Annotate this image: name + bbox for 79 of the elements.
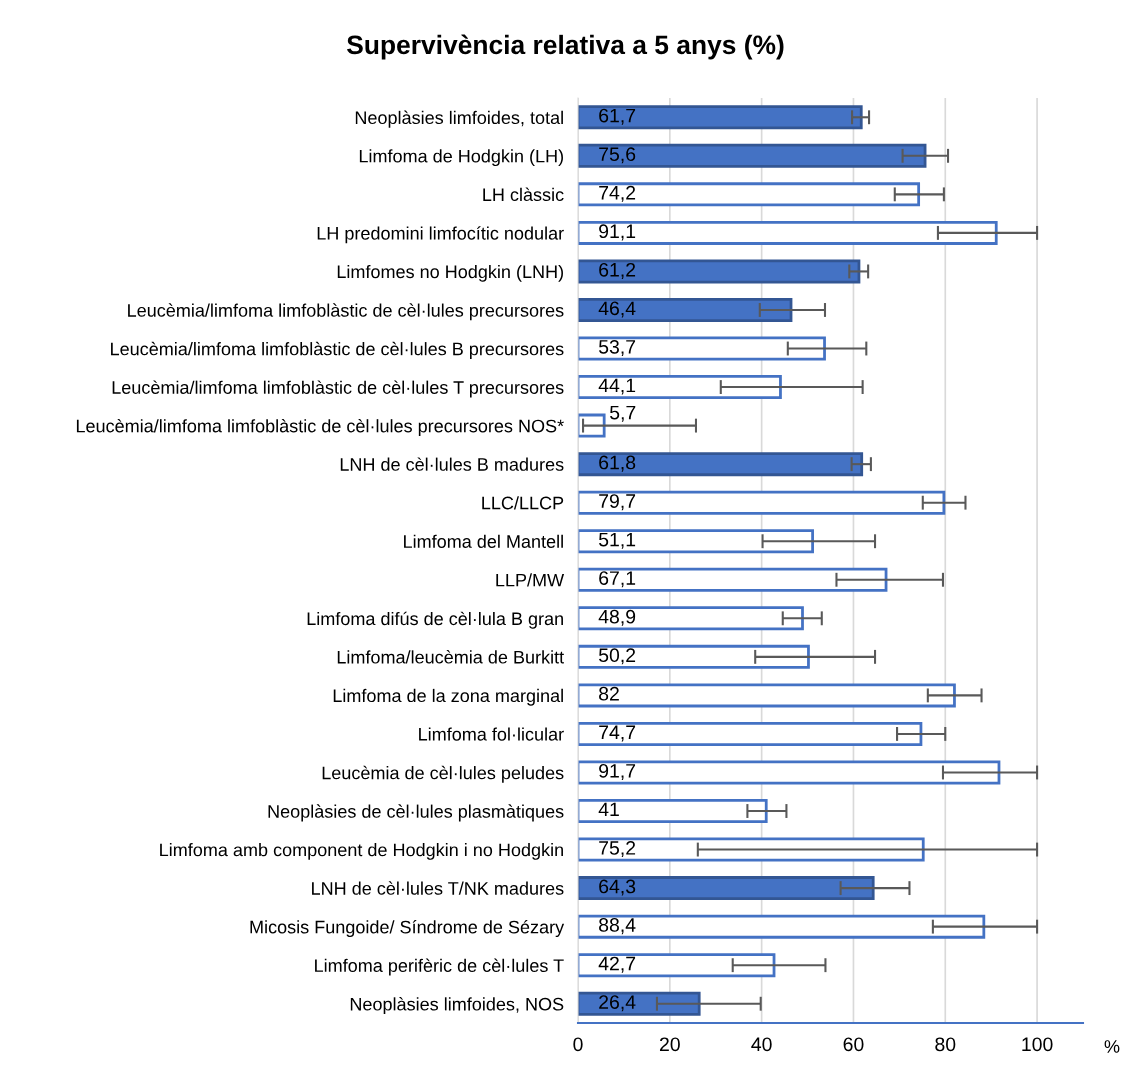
bar bbox=[578, 259, 861, 284]
bar bbox=[578, 606, 804, 631]
bar bbox=[578, 837, 925, 862]
bar bbox=[578, 452, 864, 477]
data-label: 46,4 bbox=[598, 301, 636, 318]
bar bbox=[578, 143, 927, 168]
y-tick-label: Neoplàsies limfoides, NOS bbox=[350, 997, 564, 1015]
y-tick-label: Limfomes no Hodgkin (LNH) bbox=[337, 264, 563, 282]
y-tick-label: Leucèmia de cèl·lules peludes bbox=[322, 765, 564, 783]
data-label: 41 bbox=[598, 802, 619, 817]
data-label: 42,7 bbox=[598, 956, 636, 973]
bar bbox=[578, 105, 863, 130]
data-label: 88,4 bbox=[599, 918, 636, 935]
data-label: 74,2 bbox=[599, 185, 636, 202]
data-label: 75,2 bbox=[599, 841, 636, 858]
bar bbox=[578, 876, 875, 901]
y-tick-label: Leucèmia/limfoma limfoblàstic de cèl·lules T precursores bbox=[112, 380, 564, 398]
x-tick-label: 0 bbox=[573, 1037, 583, 1052]
data-label: 67,1 bbox=[599, 571, 636, 588]
bar bbox=[578, 297, 793, 322]
bar bbox=[578, 529, 814, 554]
bar bbox=[578, 914, 986, 939]
bar bbox=[578, 991, 701, 1016]
y-tick-label: Limfoma fol·licular bbox=[419, 727, 564, 741]
y-tick-label: Leucèmia/limfoma limfoblàstic de cèl·lules B precursores bbox=[111, 341, 564, 359]
data-label: 26,4 bbox=[599, 995, 636, 1012]
data-label: 61,7 bbox=[599, 108, 636, 125]
y-tick-label: Leucèmia/limfoma limfoblàstic de cèl·lules precursores bbox=[128, 303, 564, 321]
data-label: 91,1 bbox=[599, 224, 636, 241]
data-label: 82 bbox=[599, 686, 619, 701]
x-tick-label: 100 bbox=[1022, 1037, 1053, 1052]
bar bbox=[578, 220, 998, 245]
bar bbox=[578, 375, 782, 400]
data-label: 53,7 bbox=[598, 339, 636, 357]
bar bbox=[578, 799, 768, 824]
y-tick-label: Limfoma amb component de Hodgkin i no Hodgkin bbox=[160, 843, 563, 860]
y-tick-label: LH clàssic bbox=[483, 187, 564, 202]
y-tick-label: Neoplàsies de cèl·lules plasmàtiques bbox=[268, 804, 564, 822]
x-tick-label: 40 bbox=[751, 1037, 772, 1052]
data-label: 51,1 bbox=[598, 532, 636, 549]
y-tick-label: Limfoma/leucèmia de Burkitt bbox=[337, 650, 564, 664]
y-tick-label: Limfoma difús de cèl·lula B gran bbox=[307, 611, 563, 629]
data-label: 79,7 bbox=[599, 494, 636, 511]
y-tick-label: LNH de cèl·lules T/NK madures bbox=[312, 881, 564, 895]
bar bbox=[578, 683, 956, 708]
bar bbox=[578, 336, 826, 361]
data-label: 48,9 bbox=[598, 609, 636, 626]
bar bbox=[578, 721, 923, 746]
bar bbox=[578, 644, 810, 669]
data-label: 64,3 bbox=[599, 879, 636, 896]
data-label: 50,2 bbox=[598, 648, 636, 665]
chart-title: Supervivència relativa a 5 anys (%) bbox=[346, 34, 784, 60]
data-label: 74,7 bbox=[599, 725, 636, 742]
data-label: 61,8 bbox=[599, 455, 636, 472]
x-tick-label: 60 bbox=[843, 1037, 864, 1052]
bar bbox=[578, 953, 776, 978]
y-tick-label: LNH de cèl·lules B madures bbox=[340, 457, 564, 471]
bar bbox=[578, 760, 1001, 785]
y-tick-label: Limfoma perifèric de cèl·lules T bbox=[315, 958, 564, 976]
y-tick-label: Neoplàsies limfoides, total bbox=[355, 110, 563, 128]
y-tick-label: Limfoma del Mantell bbox=[404, 534, 563, 548]
x-tick-label: 80 bbox=[935, 1037, 956, 1052]
data-label: 91,7 bbox=[599, 763, 636, 780]
data-label: 61,2 bbox=[599, 262, 636, 279]
y-tick-label: Limfoma de la zona marginal bbox=[333, 688, 563, 706]
bar bbox=[578, 182, 921, 207]
bar bbox=[578, 567, 888, 592]
y-tick-label: Limfoma de Hodgkin (LH) bbox=[359, 149, 563, 167]
y-tick-label: Micosis Fungoide/ Síndrome de Sézary bbox=[250, 920, 565, 938]
y-tick-label: Leucèmia/limfoma limfoblàstic de cèl·lules precursores NOS* bbox=[76, 418, 564, 436]
y-tick-label: LLC/LLCP bbox=[482, 496, 564, 510]
data-label: 44,1 bbox=[598, 378, 636, 395]
data-label: 5,7 bbox=[610, 405, 636, 422]
y-tick-label: LLP/MW bbox=[496, 573, 565, 587]
y-tick-label: LH predomini limfocític nodular bbox=[317, 226, 564, 244]
x-axis-title: % bbox=[1104, 1040, 1120, 1053]
x-tick-label: 20 bbox=[659, 1037, 680, 1052]
data-label: 75,6 bbox=[599, 147, 636, 164]
bar bbox=[578, 490, 946, 515]
